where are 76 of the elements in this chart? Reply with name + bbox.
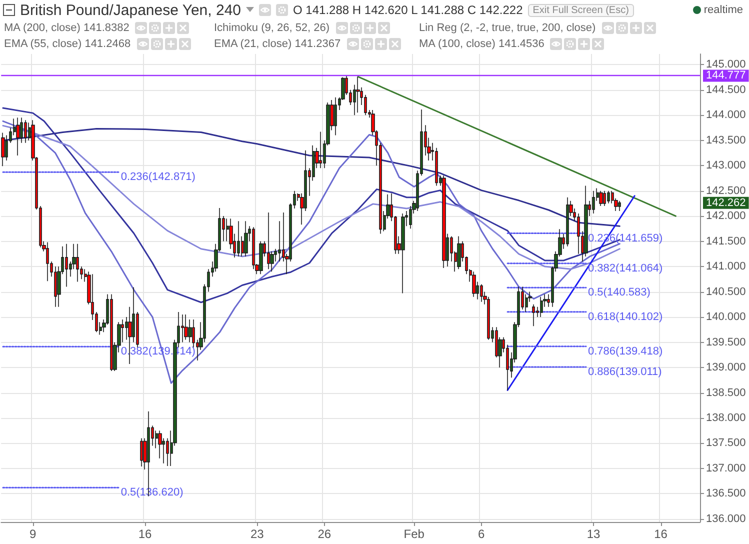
candlestick [259,240,263,275]
y-tick-label: 138.000 [706,412,746,424]
candlestick [401,213,405,294]
candlestick [457,236,461,270]
text: realtime [704,4,743,16]
y-tick-label: 141.500 [706,235,746,248]
candlestick [599,190,603,206]
chart-title: British Pound/Japanese Yen, 240 [20,2,242,18]
y-tick-label: 139.000 [706,362,746,374]
candlestick [140,438,143,467]
y-tick-label: 144.000 [706,109,746,122]
text: 142.262 [706,196,746,209]
candlestick [24,120,27,144]
x-tick-label: 16 [138,527,152,541]
candlestick [244,220,248,257]
x-tick-label: 26 [318,527,332,541]
y-tick-label: 140.500 [706,286,746,298]
candlestick [334,97,337,136]
y-tick-label: 143.500 [706,134,746,146]
candlestick [65,243,68,288]
candlestick [442,175,446,268]
candlestick [16,117,20,156]
chart-subtitle: O 141.288 H 142.620 L 141.288 C 142.222 [293,3,523,17]
y-tick-label: 136.500 [706,488,746,500]
y-tick-label: 140.000 [706,311,746,324]
text: Ichimoku (9, 26, 52, 26) [214,22,330,34]
x-tick-label: 16 [654,527,668,541]
y-tick-label: 139.500 [706,336,746,348]
candlestick [618,200,621,212]
candlestick [237,220,240,257]
y-tick-label: 136.000 [706,512,746,525]
x-tick-label: Feb [404,527,425,541]
text: EMA (21, close) 141.2367 [214,38,341,50]
candlestick [319,131,322,168]
y-tick-label: 138.500 [706,386,746,399]
y-tick-label: 145.000 [706,58,746,71]
candlestick [356,76,360,113]
candlestick [76,243,79,282]
y-tick-label: 137.000 [706,462,746,474]
line-series [2,128,620,227]
candlestick [487,296,490,340]
series-label: 0.886(139.011) [588,366,662,378]
candlestick [110,294,113,372]
text: EMA (55, close) 141.2468 [4,38,131,50]
candlestick [267,212,270,270]
candlestick [532,304,535,327]
candlestick [472,271,476,298]
candlestick [46,242,49,282]
x-tick-label: 9 [30,527,37,541]
series-label: 0.236(142.871) [120,171,196,184]
y-tick-label: 143.000 [706,160,746,172]
y-tick-label: 142.500 [706,184,746,197]
candlestick [1,132,5,166]
text: MA (100, close) 141.4536 [419,38,544,50]
text: Exit Full Screen (Esc) [528,4,634,16]
y-tick-label: 142.000 [706,210,746,222]
candlestick [603,190,606,206]
series-label: 0.5(140.583) [588,286,650,299]
series-label: 0.618(140.102) [588,310,663,323]
y-tick-label: 144.500 [706,84,746,96]
y-tick-label: 137.500 [706,437,746,450]
candlestick [592,190,595,214]
candlestick [540,296,543,318]
y-tick-label: 141.000 [706,260,746,273]
candlestick [480,284,483,302]
x-tick-label: 23 [250,527,264,541]
text: MA (200, close) 141.8382 [4,22,130,34]
candlestick [184,314,188,340]
ref-line-label: 144.777 [706,70,746,82]
candlestick [607,190,610,204]
x-tick-label: 13 [586,527,600,541]
series-label: 0.786(139.418) [588,345,663,358]
series-label: 0.382(141.064) [588,262,663,274]
text: Lin Reg (2, -2, true, true, 200, close) [419,22,596,34]
x-tick-label: 6 [478,527,486,541]
candlestick [566,196,569,247]
